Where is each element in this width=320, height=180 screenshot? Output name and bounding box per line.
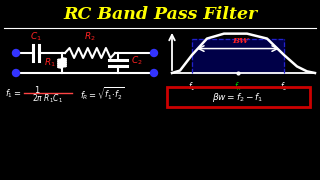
Text: $f_R$: $f_R$ <box>234 80 242 93</box>
Text: $R_2$: $R_2$ <box>84 30 96 43</box>
Text: RC Band Pass Filter: RC Band Pass Filter <box>63 6 257 22</box>
Text: $C_2$: $C_2$ <box>131 55 143 67</box>
Circle shape <box>150 69 157 76</box>
Text: $C_1$: $C_1$ <box>30 30 42 43</box>
Text: $2\pi\ R_1 C_1$: $2\pi\ R_1 C_1$ <box>32 93 64 105</box>
Text: $f_R = \sqrt{f_1{\cdot}f_2}$: $f_R = \sqrt{f_1{\cdot}f_2}$ <box>80 86 124 102</box>
Circle shape <box>150 50 157 57</box>
Text: $R_1$: $R_1$ <box>44 57 56 69</box>
Bar <box>167 87 310 107</box>
Text: $\beta w = f_2-f_1$: $\beta w = f_2-f_1$ <box>212 91 264 104</box>
Text: BW: BW <box>232 37 248 45</box>
Text: $1$: $1$ <box>34 84 40 95</box>
Circle shape <box>12 50 20 57</box>
Text: $f_1$: $f_1$ <box>188 80 196 93</box>
Circle shape <box>12 69 20 76</box>
Text: $f_1 =$: $f_1 =$ <box>5 88 22 100</box>
Text: $f_2$: $f_2$ <box>280 80 288 93</box>
